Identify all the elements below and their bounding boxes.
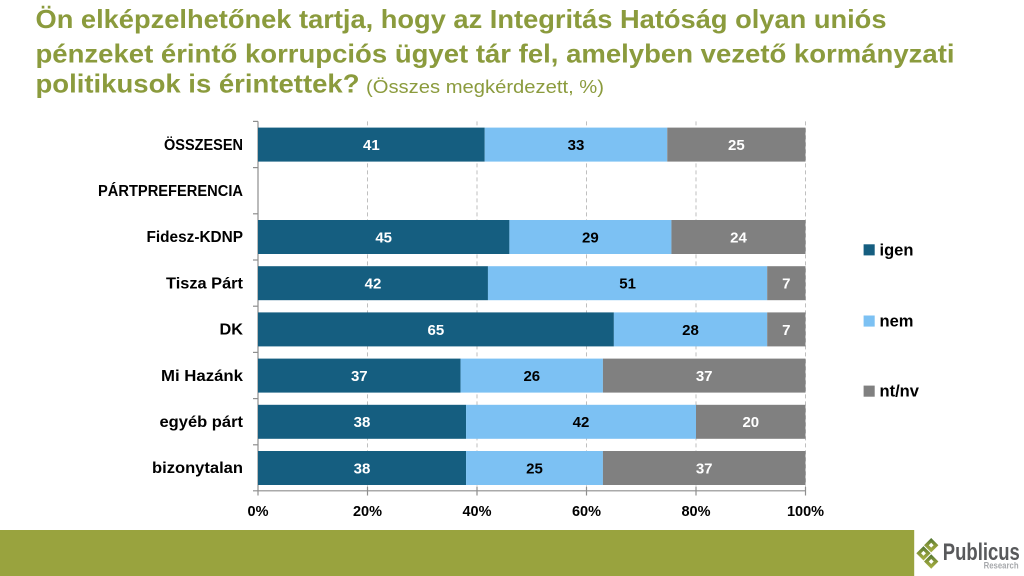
svg-text:0%: 0% (248, 504, 269, 520)
svg-text:nt/nv: nt/nv (880, 383, 920, 401)
svg-text:PÁRTPREFERENCIA: PÁRTPREFERENCIA (98, 183, 243, 200)
svg-text:37: 37 (351, 368, 368, 385)
svg-text:42: 42 (573, 414, 590, 431)
svg-text:37: 37 (696, 368, 713, 385)
svg-text:Mi Hazánk: Mi Hazánk (161, 368, 243, 385)
svg-text:33: 33 (568, 137, 585, 154)
svg-text:51: 51 (619, 276, 636, 293)
svg-text:42: 42 (365, 276, 382, 293)
svg-text:DK: DK (220, 322, 244, 339)
svg-text:40%: 40% (462, 504, 491, 520)
svg-text:45: 45 (375, 229, 392, 246)
svg-text:politikusok is érintettek?: politikusok is érintettek? (36, 69, 360, 99)
svg-text:pénzeket érintő korrupciós ügy: pénzeket érintő korrupciós ügyet tár fel… (36, 38, 955, 68)
svg-text:Ön elképzelhetőnek tartja, hog: Ön elképzelhetőnek tartja, hogy az Integ… (36, 4, 887, 34)
svg-text:Publicus: Publicus (943, 540, 1020, 566)
svg-text:egyéb párt: egyéb párt (160, 414, 244, 431)
svg-text:igen: igen (880, 241, 914, 259)
svg-text:20%: 20% (353, 504, 382, 520)
svg-text:80%: 80% (681, 504, 710, 520)
svg-text:7: 7 (782, 322, 790, 339)
svg-text:25: 25 (728, 137, 745, 154)
svg-text:bizonytalan: bizonytalan (152, 460, 243, 477)
svg-text:ÖSSZESEN: ÖSSZESEN (164, 137, 243, 154)
svg-text:38: 38 (354, 414, 371, 431)
svg-text:(Összes megkérdezett, %): (Összes megkérdezett, %) (366, 76, 604, 97)
svg-text:7: 7 (782, 276, 790, 293)
svg-text:26: 26 (523, 368, 540, 385)
svg-text:24: 24 (730, 229, 747, 246)
svg-text:Research: Research (984, 560, 1019, 570)
svg-text:20: 20 (742, 414, 759, 431)
svg-text:nem: nem (880, 313, 914, 331)
svg-text:Tisza Párt: Tisza Párt (166, 275, 243, 292)
svg-text:25: 25 (526, 460, 543, 477)
svg-text:41: 41 (363, 137, 380, 154)
svg-text:Fidesz-KDNP: Fidesz-KDNP (147, 229, 244, 246)
svg-text:65: 65 (428, 322, 445, 339)
svg-text:60%: 60% (572, 504, 601, 520)
svg-text:38: 38 (354, 460, 371, 477)
svg-text:37: 37 (696, 460, 713, 477)
svg-text:100%: 100% (787, 504, 824, 520)
svg-text:28: 28 (682, 322, 699, 339)
svg-text:29: 29 (582, 229, 599, 246)
